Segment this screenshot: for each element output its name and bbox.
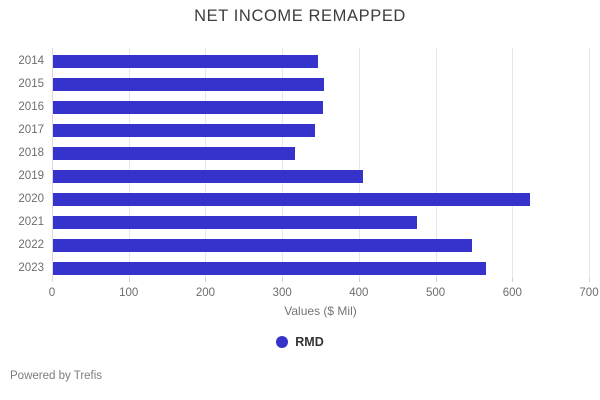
gridline-x-600 — [512, 48, 514, 278]
x-tick-label-400: 400 — [349, 287, 369, 299]
x-tick-mark-100 — [128, 278, 130, 282]
bar-2019[interactable] — [53, 170, 363, 183]
bar-2021[interactable] — [53, 216, 417, 229]
y-tick-label-2020: 2020 — [18, 193, 44, 205]
x-tick-mark-300 — [282, 278, 284, 282]
x-tick-label-0: 0 — [48, 287, 56, 299]
y-tick-label-2018: 2018 — [18, 147, 44, 159]
x-tick-mark-600 — [512, 278, 514, 282]
y-tick-label-2023: 2023 — [18, 262, 44, 274]
y-tick-label-2017: 2017 — [18, 124, 44, 136]
x-tick-mark-400 — [358, 278, 360, 282]
y-tick-label-2021: 2021 — [18, 216, 44, 228]
bar-2022[interactable] — [53, 239, 472, 252]
gridline-x-300 — [282, 48, 284, 278]
legend[interactable]: RMD — [0, 335, 600, 349]
y-tick-label-2022: 2022 — [18, 239, 44, 251]
gridline-x-200 — [205, 48, 207, 278]
x-tick-mark-700 — [589, 278, 590, 282]
x-tick-label-100: 100 — [119, 287, 139, 299]
y-tick-label-2016: 2016 — [18, 101, 44, 113]
gridline-x-500 — [435, 48, 437, 278]
y-tick-label-2014: 2014 — [18, 55, 44, 67]
x-tick-mark-500 — [435, 278, 437, 282]
bar-2016[interactable] — [53, 101, 324, 114]
y-tick-label-2019: 2019 — [18, 170, 44, 182]
legend-circle-icon — [276, 336, 289, 348]
legend-label: RMD — [295, 335, 324, 349]
bar-2017[interactable] — [53, 124, 316, 137]
gridline-x-400 — [358, 48, 360, 278]
bar-2023[interactable] — [53, 262, 486, 275]
y-tick-label-2015: 2015 — [18, 78, 44, 90]
bar-2014[interactable] — [53, 55, 318, 68]
x-tick-mark-200 — [205, 278, 207, 282]
chart-title: NET INCOME REMAPPED — [194, 7, 406, 25]
x-axis-title: Values ($ Mil) — [284, 304, 357, 318]
x-tick-label-700: 700 — [579, 287, 599, 299]
bar-2020[interactable] — [53, 193, 531, 206]
gridline-x-700 — [589, 48, 590, 278]
bar-2018[interactable] — [53, 147, 296, 160]
y-axis-line — [52, 48, 53, 282]
x-tick-label-300: 300 — [272, 287, 292, 299]
gridline-x-100 — [128, 48, 130, 278]
x-tick-label-600: 600 — [502, 287, 522, 299]
bar-2015[interactable] — [53, 78, 324, 91]
plot-area — [52, 48, 590, 282]
x-tick-label-500: 500 — [425, 287, 446, 299]
powered-by-trefis-link: Powered by Trefis — [10, 370, 103, 382]
x-tick-label-200: 200 — [195, 287, 216, 299]
